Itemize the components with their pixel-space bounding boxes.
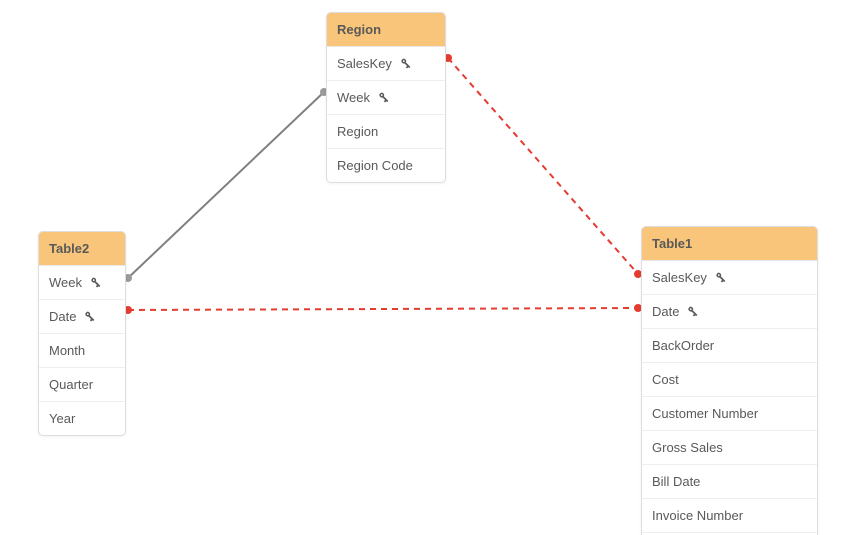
table-card-table2[interactable]: Table2 Week Date Month Quarter Year: [38, 231, 126, 436]
field-label: Bill Date: [652, 474, 700, 489]
relationship-edge: [128, 92, 324, 278]
table-field[interactable]: Region: [327, 115, 445, 149]
field-label: Quarter: [49, 377, 93, 392]
relationship-edge: [448, 58, 638, 274]
field-label: SalesKey: [652, 270, 707, 285]
table-card-table1[interactable]: Table1 SalesKey Date BackOrder Cost Customer …: [641, 226, 818, 535]
table-field[interactable]: Year: [39, 402, 125, 435]
table-field[interactable]: Date: [39, 300, 125, 334]
field-label: BackOrder: [652, 338, 714, 353]
table-field[interactable]: Region Code: [327, 149, 445, 182]
field-label: Region Code: [337, 158, 413, 173]
table-field[interactable]: Customer Number: [642, 397, 817, 431]
field-label: SalesKey: [337, 56, 392, 71]
key-icon: [376, 91, 390, 105]
key-icon: [398, 57, 412, 71]
table-header[interactable]: Table2: [39, 232, 125, 266]
field-label: Customer Number: [652, 406, 758, 421]
table-header[interactable]: Region: [327, 13, 445, 47]
field-label: Cost: [652, 372, 679, 387]
field-label: Date: [652, 304, 679, 319]
table-field[interactable]: Quarter: [39, 368, 125, 402]
table-field[interactable]: Bill Date: [642, 465, 817, 499]
field-label: Region: [337, 124, 378, 139]
field-label: Month: [49, 343, 85, 358]
table-field[interactable]: BackOrder: [642, 329, 817, 363]
table-field[interactable]: Gross Sales: [642, 431, 817, 465]
table-field[interactable]: Week: [327, 81, 445, 115]
key-icon: [713, 271, 727, 285]
field-label: Invoice Number: [652, 508, 743, 523]
table-field[interactable]: Week: [39, 266, 125, 300]
key-icon: [685, 305, 699, 319]
relationship-edge: [128, 308, 638, 310]
field-label: Week: [337, 90, 370, 105]
field-label: Week: [49, 275, 82, 290]
table-field[interactable]: Month: [39, 334, 125, 368]
table-header[interactable]: Table1: [642, 227, 817, 261]
key-icon: [88, 276, 102, 290]
table-field[interactable]: Date: [642, 295, 817, 329]
table-field[interactable]: Cost: [642, 363, 817, 397]
table-field[interactable]: SalesKey: [327, 47, 445, 81]
field-label: Year: [49, 411, 75, 426]
table-field[interactable]: Invoice Number: [642, 499, 817, 533]
table-field[interactable]: SalesKey: [642, 261, 817, 295]
key-icon: [82, 310, 96, 324]
field-label: Date: [49, 309, 76, 324]
table-card-region[interactable]: Region SalesKey Week Region Region Code: [326, 12, 446, 183]
field-label: Gross Sales: [652, 440, 723, 455]
